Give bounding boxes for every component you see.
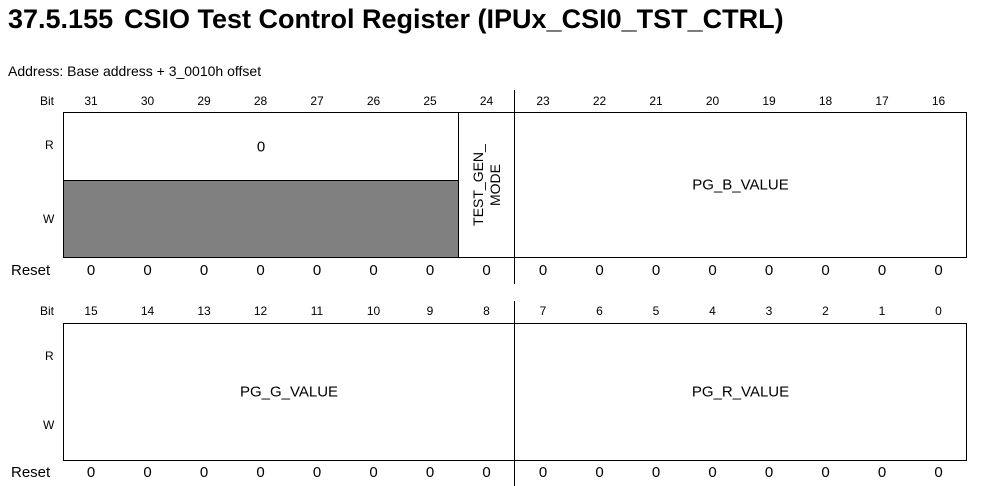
bit-number: 14 bbox=[140, 304, 155, 318]
reset-value: 0 bbox=[199, 464, 209, 481]
reset-value: 0 bbox=[651, 262, 661, 279]
read-row-label-lower: R bbox=[45, 349, 54, 363]
pg-b-value-cell: PG_B_VALUE bbox=[514, 112, 967, 258]
bit-number: 18 bbox=[818, 94, 833, 108]
reset-value: 0 bbox=[86, 262, 96, 279]
bit-number: 11 bbox=[310, 304, 324, 318]
reset-value: 0 bbox=[538, 464, 548, 481]
reset-value: 0 bbox=[143, 464, 152, 481]
reset-value: 0 bbox=[425, 464, 435, 481]
bit-number: 15 bbox=[84, 304, 98, 318]
reset-value: 0 bbox=[369, 262, 378, 279]
reset-value: 0 bbox=[708, 464, 717, 481]
bit-number: 6 bbox=[596, 304, 603, 318]
reserved-write-cell bbox=[63, 180, 459, 258]
bit-number: 19 bbox=[762, 94, 776, 108]
read-row-label: R bbox=[45, 138, 54, 152]
write-row-label-lower: W bbox=[43, 418, 55, 432]
reset-value: 0 bbox=[369, 464, 378, 481]
lower-separator-bottom bbox=[514, 461, 515, 486]
reset-value: 0 bbox=[86, 464, 96, 481]
reset-value: 0 bbox=[199, 262, 209, 279]
bit-number: 27 bbox=[310, 94, 324, 108]
test-gen-mode-label: TEST_GEN_ MODE bbox=[469, 144, 503, 226]
reserved-read-cell: 0 bbox=[63, 112, 459, 181]
upper-separator-top bbox=[514, 90, 515, 112]
bit-number: 25 bbox=[423, 94, 437, 108]
bit-number: 16 bbox=[931, 94, 946, 108]
bit-number: 7 bbox=[539, 304, 547, 318]
pg-b-value-label: PG_B_VALUE bbox=[692, 176, 789, 194]
bit-number: 22 bbox=[592, 94, 607, 108]
bit-number: 31 bbox=[84, 94, 98, 108]
test-gen-mode-cell: TEST_GEN_ MODE bbox=[458, 112, 515, 258]
bit-row-label: Bit bbox=[40, 94, 55, 108]
bit-number: 8 bbox=[483, 304, 490, 318]
register-address: Address: Base address + 3_0010h offset bbox=[8, 63, 262, 79]
reset-value: 0 bbox=[764, 262, 774, 279]
bit-number: 3 bbox=[765, 304, 773, 318]
reset-value: 0 bbox=[708, 262, 717, 279]
bit-number: 23 bbox=[536, 94, 550, 108]
bit-number: 17 bbox=[875, 94, 889, 108]
pg-r-value-label: PG_R_VALUE bbox=[691, 383, 790, 401]
reset-value: 0 bbox=[482, 262, 491, 279]
section-title: CSIO Test Control Register (IPUx_CSI0_TS… bbox=[124, 4, 784, 34]
bit-number: 20 bbox=[705, 94, 720, 108]
section-number: 37.5.155 bbox=[8, 4, 114, 34]
upper-reset-label: Reset bbox=[11, 262, 51, 279]
bit-number: 1 bbox=[878, 304, 886, 318]
reset-value: 0 bbox=[595, 464, 604, 481]
bit-number: 24 bbox=[479, 94, 494, 108]
bit-number: 26 bbox=[366, 94, 381, 108]
reset-value: 0 bbox=[821, 262, 830, 279]
bit-number: 10 bbox=[366, 304, 381, 318]
pg-g-value-label: PG_G_VALUE bbox=[239, 383, 339, 401]
reset-value: 0 bbox=[934, 262, 943, 279]
pg-g-value-cell: PG_G_VALUE bbox=[63, 323, 515, 461]
reset-value: 0 bbox=[651, 464, 661, 481]
reset-value: 0 bbox=[312, 464, 322, 481]
bit-row-label-lower: Bit bbox=[40, 304, 55, 318]
reset-value: 0 bbox=[877, 464, 887, 481]
reset-value: 0 bbox=[425, 262, 435, 279]
write-row-label: W bbox=[43, 212, 55, 226]
bit-number: 0 bbox=[935, 304, 942, 318]
bit-number: 28 bbox=[253, 94, 268, 108]
lower-separator-top bbox=[514, 301, 515, 323]
section-heading: 37.5.155 CSIO Test Control Register (IPUx… bbox=[8, 4, 784, 35]
bit-number: 2 bbox=[822, 304, 829, 318]
reset-value: 0 bbox=[934, 464, 943, 481]
bit-number: 30 bbox=[140, 94, 155, 108]
upper-separator-bottom bbox=[514, 258, 515, 284]
reset-value: 0 bbox=[482, 464, 491, 481]
bit-number: 5 bbox=[652, 304, 660, 318]
bit-number: 9 bbox=[426, 304, 434, 318]
lower-reset-label: Reset bbox=[11, 464, 51, 481]
reset-value: 0 bbox=[877, 262, 887, 279]
reset-value: 0 bbox=[595, 262, 604, 279]
reset-value: 0 bbox=[538, 262, 548, 279]
bit-number: 4 bbox=[709, 304, 716, 318]
reset-value: 0 bbox=[764, 464, 774, 481]
bit-number: 13 bbox=[197, 304, 211, 318]
bit-number: 12 bbox=[253, 304, 268, 318]
reserved-read-value: 0 bbox=[256, 138, 266, 155]
bit-number: 29 bbox=[197, 94, 211, 108]
reset-value: 0 bbox=[256, 262, 265, 279]
reset-value: 0 bbox=[312, 262, 322, 279]
pg-r-value-cell: PG_R_VALUE bbox=[514, 323, 967, 461]
reset-value: 0 bbox=[821, 464, 830, 481]
bit-number: 21 bbox=[649, 94, 663, 108]
reset-value: 0 bbox=[143, 262, 152, 279]
reset-value: 0 bbox=[256, 464, 265, 481]
